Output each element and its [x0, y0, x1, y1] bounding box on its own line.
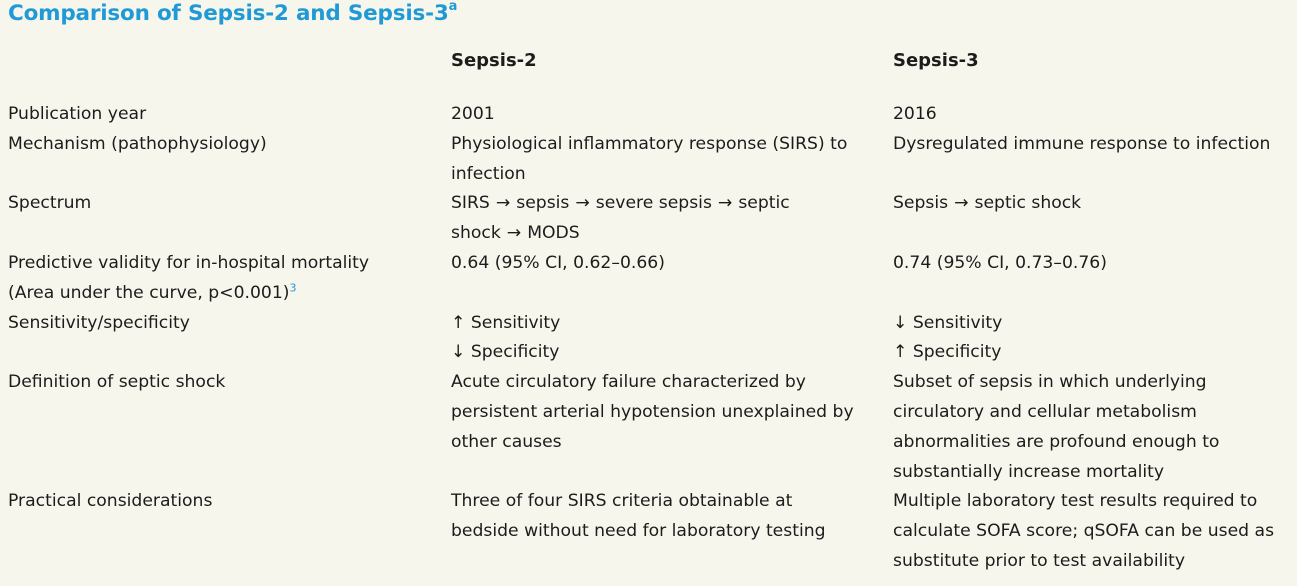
row-label: Definition of septic shock — [8, 372, 226, 393]
comparison-table: Publication year 2001 2016 Mechanism (pa… — [8, 100, 1293, 577]
cell-line: ↑ Sensitivity — [451, 312, 561, 333]
cell-line: ↓ Specificity — [451, 342, 560, 363]
sepsis-2-cell: 0.64 (95% CI, 0.62–0.66) — [451, 252, 665, 273]
cell-line: Physiological inflammatory response (SIR… — [451, 133, 848, 154]
cell-line: infection — [451, 163, 526, 184]
right-arrow-icon: → — [506, 223, 522, 244]
spectrum-term: sepsis — [516, 193, 570, 214]
column-header-sepsis-3: Sepsis-3 — [893, 50, 979, 71]
title-footnote-mark: a — [448, 0, 458, 14]
sepsis-3-cell: Multiple laboratory test results require… — [893, 487, 1293, 576]
sepsis-3-cell: Subset of sepsis in which underlying cir… — [893, 368, 1293, 487]
cell-line: Subset of sepsis in which underlying — [893, 372, 1207, 393]
row-label: Predictive validity for in-hospital mort… — [8, 249, 451, 309]
cell-line: substantially increase mortality — [893, 461, 1165, 482]
cell-line: abnormalities are profound enough to — [893, 431, 1220, 452]
table-title: Comparison of Sepsis-2 and Sepsis-3a — [8, 0, 458, 26]
cell-line: substitute prior to test availability — [893, 550, 1186, 571]
spectrum-term: SIRS — [451, 193, 490, 214]
right-arrow-icon: → — [954, 193, 969, 214]
cell-line: (Area under the curve, p<0.001)3 — [8, 279, 451, 309]
sepsis-2-cell: SIRS → sepsis → severe sepsis → septic shock → M… — [451, 189, 893, 249]
cell-line: bedside without need for laboratory test… — [451, 521, 826, 542]
spectrum-term: septic — [738, 193, 790, 214]
right-arrow-icon: → — [717, 193, 733, 214]
row-label: Spectrum — [8, 193, 92, 214]
spectrum-term: severe sepsis — [595, 193, 712, 214]
table-row-mechanism: Mechanism (pathophysiology) Physiologica… — [8, 130, 1293, 190]
sepsis-2-cell: Three of four SIRS criteria obtainable a… — [451, 487, 893, 576]
spectrum-term: Sepsis — [893, 193, 949, 214]
row-label: Practical considerations — [8, 491, 213, 512]
column-header-sepsis-2: Sepsis-2 — [451, 50, 537, 71]
cell-line: Acute circulatory failure characterized … — [451, 372, 806, 393]
cell-line: Multiple laboratory test results require… — [893, 491, 1258, 512]
cell-line: other causes — [451, 431, 562, 452]
sepsis-3-cell: ↓ Sensitivity ↑ Specificity — [893, 309, 1293, 369]
sepsis-2-cell: Physiological inflammatory response (SIR… — [451, 130, 893, 190]
spectrum-term: septic shock — [974, 193, 1082, 214]
sepsis-3-cell: 0.74 (95% CI, 0.73–0.76) — [893, 252, 1107, 273]
sepsis-2-cell: 2001 — [451, 104, 495, 124]
right-arrow-icon: → — [575, 193, 590, 214]
cell-line: shock → MODS — [451, 219, 893, 249]
sepsis-3-cell: Dysregulated immune response to infectio… — [893, 133, 1271, 154]
table-row-septic-shock-definition: Definition of septic shock Acute circula… — [8, 368, 1293, 487]
cell-line: persistent arterial hypotension unexplai… — [451, 401, 854, 422]
sepsis-2-cell: ↑ Sensitivity ↓ Specificity — [451, 309, 893, 369]
spectrum-term: shock — [451, 223, 501, 244]
cell-line: calculate SOFA score; qSOFA can be used … — [893, 521, 1275, 542]
table-row-spectrum: Spectrum SIRS → sepsis → severe sepsis → septi… — [8, 189, 1293, 249]
table-row-publication-year: Publication year 2001 2016 — [8, 100, 1293, 130]
sepsis-3-cell: 2016 — [893, 104, 937, 124]
cell-line: circulatory and cellular metabolism — [893, 401, 1197, 422]
cell-line: ↑ Specificity — [893, 342, 1002, 363]
table-row-sensitivity-specificity: Sensitivity/specificity ↑ Sensitivity ↓ … — [8, 309, 1293, 369]
reference-superscript: 3 — [289, 281, 297, 295]
cell-line: Predictive validity for in-hospital mort… — [8, 252, 370, 273]
right-arrow-icon: → — [495, 193, 511, 214]
cell-line: Three of four SIRS criteria obtainable a… — [451, 491, 793, 512]
cell-line: SIRS → sepsis → severe sepsis → septic — [451, 189, 893, 219]
sepsis-2-cell: Acute circulatory failure characterized … — [451, 368, 893, 487]
row-label: Mechanism (pathophysiology) — [8, 133, 267, 154]
row-label: Publication year — [8, 104, 147, 124]
row-label: Sensitivity/specificity — [8, 312, 190, 333]
spectrum-term: MODS — [527, 223, 580, 244]
table-row-predictive-validity: Predictive validity for in-hospital mort… — [8, 249, 1293, 309]
sepsis-3-cell: Sepsis → septic shock — [893, 189, 1293, 249]
label-text: (Area under the curve, p<0.001) — [8, 282, 290, 303]
table-row-practical-considerations: Practical considerations Three of four S… — [8, 487, 1293, 576]
cell-line: ↓ Sensitivity — [893, 312, 1003, 333]
table-title-text: Comparison of Sepsis-2 and Sepsis-3 — [8, 1, 449, 26]
